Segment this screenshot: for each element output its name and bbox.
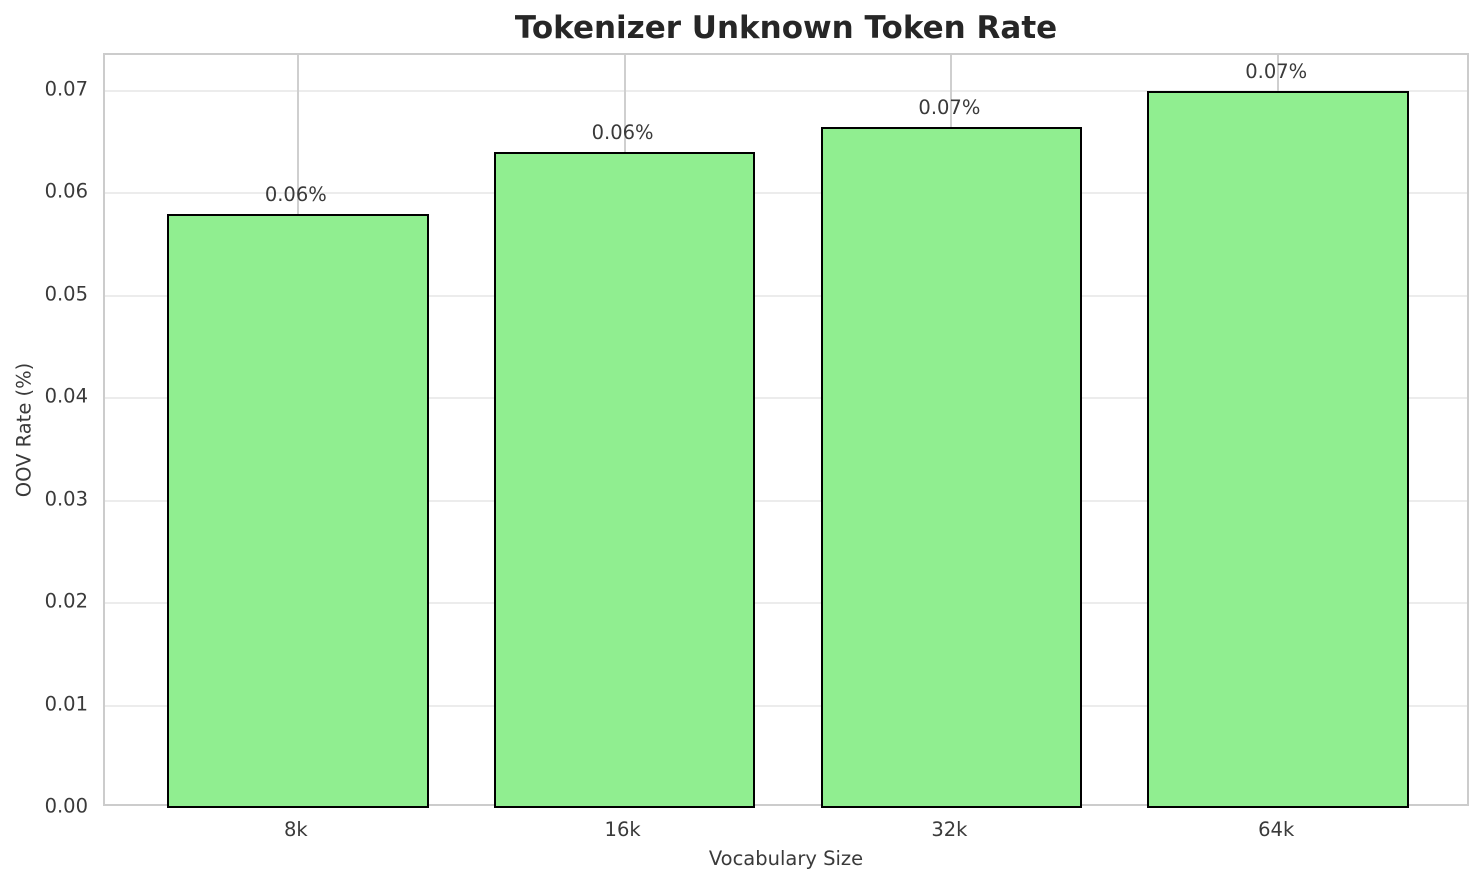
horizontal-gridline	[105, 602, 1467, 605]
bar-value-label: 0.07%	[918, 95, 981, 119]
bar-32k	[820, 126, 1083, 808]
y-tick-label: 0.06	[44, 179, 88, 203]
x-tick-label-8k: 8k	[283, 818, 308, 841]
y-tick-label: 0.05	[44, 282, 88, 306]
horizontal-gridline	[105, 89, 1467, 92]
y-tick-label: 0.02	[44, 589, 88, 613]
y-tick-label: 0.04	[44, 384, 88, 408]
horizontal-gridline	[105, 499, 1467, 502]
y-tick-label: 0.00	[44, 794, 88, 818]
chart-title: Tokenizer Unknown Token Rate	[514, 10, 1058, 46]
y-axis-label: OOV Rate (%)	[12, 362, 36, 498]
bar-64k	[1147, 90, 1409, 808]
plot-area	[103, 53, 1469, 808]
y-tick-label: 0.03	[44, 487, 88, 511]
x-tick-label-32k: 32k	[931, 818, 968, 841]
y-tick-label: 0.07	[44, 77, 88, 101]
bar-value-label: 0.07%	[1245, 59, 1308, 83]
bars-layer	[105, 55, 1467, 808]
horizontal-gridline	[105, 397, 1467, 400]
bar-value-label: 0.06%	[264, 182, 327, 206]
bar-16k	[493, 152, 756, 808]
horizontal-gridline	[105, 704, 1467, 707]
horizontal-gridline	[105, 192, 1467, 195]
y-tick-label: 0.01	[44, 692, 88, 716]
bar-8k	[167, 213, 429, 808]
x-tick-label-64k: 64k	[1258, 818, 1295, 841]
bar-value-label: 0.06%	[591, 121, 654, 145]
horizontal-gridline	[105, 294, 1467, 297]
x-tick-label-16k: 16k	[604, 818, 641, 841]
x-axis-label: Vocabulary Size	[708, 847, 864, 870]
